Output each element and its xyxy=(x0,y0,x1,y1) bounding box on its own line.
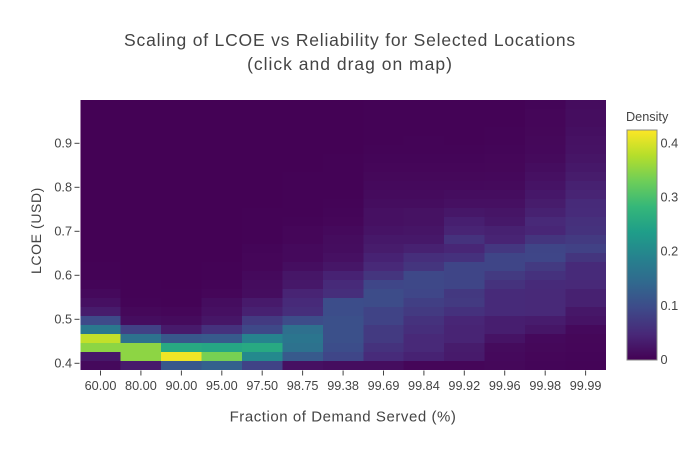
svg-text:0.8: 0.8 xyxy=(54,181,72,195)
svg-text:(click and drag on map): (click and drag on map) xyxy=(247,54,453,74)
svg-text:Density: Density xyxy=(626,110,669,124)
svg-text:99.84: 99.84 xyxy=(408,379,440,393)
svg-text:0.6: 0.6 xyxy=(54,269,72,283)
svg-text:99.98: 99.98 xyxy=(529,379,561,393)
svg-text:99.38: 99.38 xyxy=(327,379,359,393)
svg-text:99.96: 99.96 xyxy=(489,379,521,393)
svg-text:0.3: 0.3 xyxy=(661,191,679,205)
svg-text:0.4: 0.4 xyxy=(661,137,679,151)
svg-text:80.00: 80.00 xyxy=(125,379,157,393)
svg-text:0.2: 0.2 xyxy=(661,245,679,259)
svg-text:0.1: 0.1 xyxy=(661,299,679,313)
svg-text:0: 0 xyxy=(661,353,668,367)
svg-text:0.7: 0.7 xyxy=(54,225,72,239)
svg-text:98.75: 98.75 xyxy=(287,379,319,393)
svg-text:99.92: 99.92 xyxy=(448,379,480,393)
svg-text:99.99: 99.99 xyxy=(570,379,602,393)
svg-text:0.9: 0.9 xyxy=(54,137,72,151)
svg-text:Scaling of LCOE vs Reliability: Scaling of LCOE vs Reliability for Selec… xyxy=(124,30,576,50)
svg-text:95.00: 95.00 xyxy=(206,379,238,393)
svg-text:Fraction of Demand Served (%): Fraction of Demand Served (%) xyxy=(230,409,457,426)
svg-text:99.69: 99.69 xyxy=(368,379,400,393)
svg-text:0.4: 0.4 xyxy=(54,357,72,371)
svg-text:60.00: 60.00 xyxy=(85,379,117,393)
svg-text:90.00: 90.00 xyxy=(166,379,198,393)
svg-text:0.5: 0.5 xyxy=(54,313,72,327)
svg-text:LCOE (USD): LCOE (USD) xyxy=(28,187,44,274)
svg-text:97.50: 97.50 xyxy=(246,379,278,393)
